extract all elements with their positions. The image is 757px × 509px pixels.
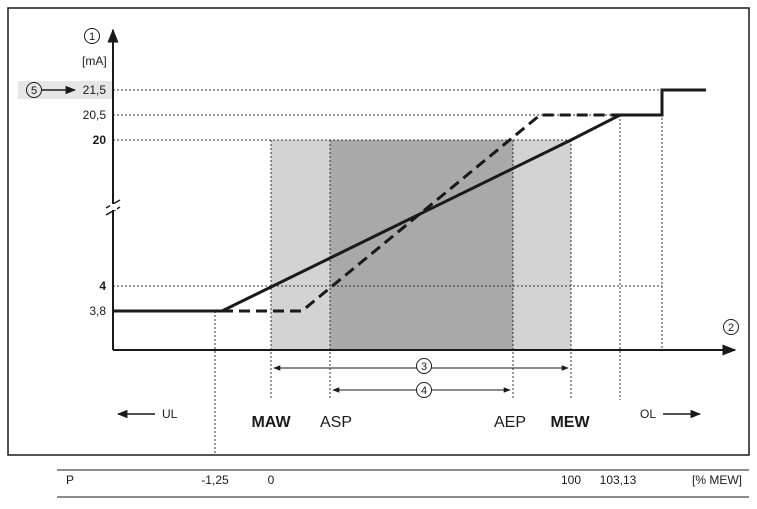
label-mew: MEW (550, 414, 590, 431)
x-axis-marker-circle (723, 319, 739, 335)
callout-4-label: 4 (421, 385, 427, 397)
callout-5-circle (26, 82, 42, 98)
axis-break-gap (110, 204, 117, 210)
x-axis-marker: 2 (728, 322, 734, 334)
y-label-3-8: 3,8 (89, 304, 106, 318)
label-ul: UL (162, 407, 178, 421)
asp-aep-band (330, 140, 513, 350)
dashed-characteristic-curve (222, 113, 620, 313)
callout-5-label: 5 (31, 85, 37, 97)
p-value-neg: -1,25 (201, 473, 229, 487)
y-axis-unit: [mA] (82, 54, 107, 68)
callout-3-label: 3 (421, 361, 427, 373)
y-label-20-5: 20,5 (83, 108, 107, 122)
y-label-4: 4 (99, 279, 106, 293)
p-value-103-13: 103,13 (600, 473, 637, 487)
label-aep: AEP (494, 414, 526, 431)
y-label-20: 20 (93, 133, 107, 147)
y-axis-marker-circle (84, 28, 100, 44)
callout-4-circle (416, 382, 432, 398)
callout-3-circle (416, 358, 432, 374)
diagram-frame (7, 7, 750, 456)
p-value-100: 100 (561, 473, 581, 487)
y-label-21-5: 21,5 (83, 83, 107, 97)
p-row-label: P (66, 473, 74, 487)
y-axis-marker: 1 (89, 31, 95, 43)
p-row-unit: [% MEW] (692, 473, 742, 487)
label-asp: ASP (320, 414, 352, 431)
label-maw: MAW (251, 414, 291, 431)
label-ol: OL (640, 407, 656, 421)
p-value-0: 0 (268, 473, 275, 487)
vertical-guides (214, 90, 663, 455)
